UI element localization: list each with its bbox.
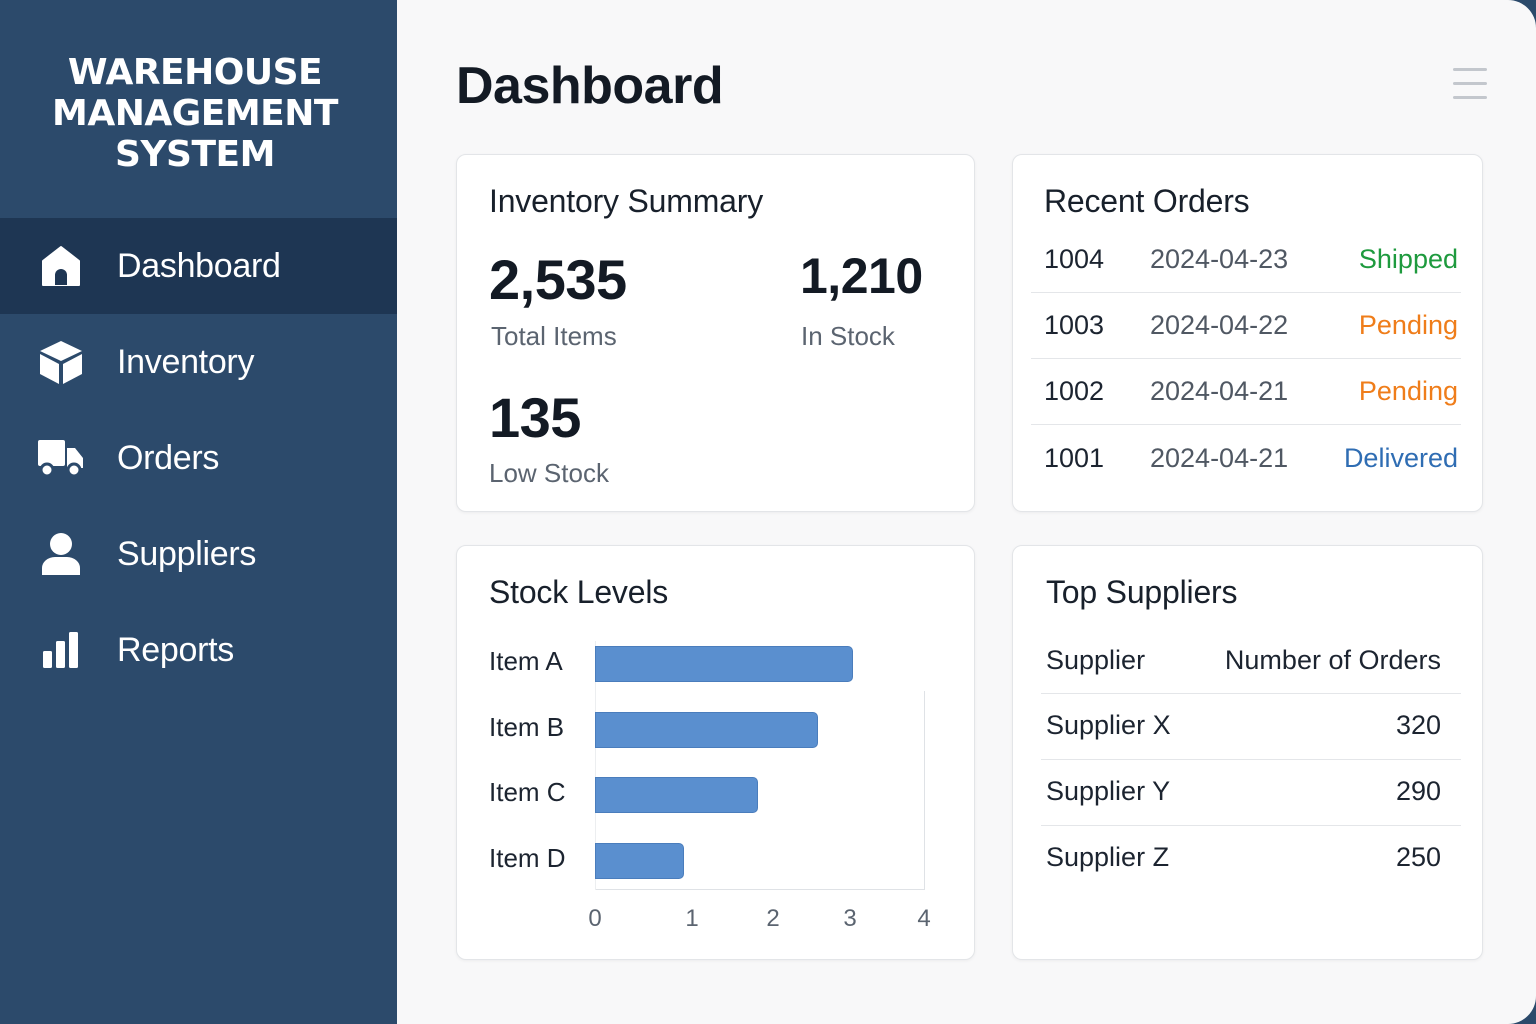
bar[interactable]: [595, 711, 818, 748]
hamburger-menu-icon[interactable]: [1453, 68, 1487, 102]
total-items-value: 2,535: [489, 248, 627, 311]
truck-icon: [38, 435, 84, 481]
order-date: 2024-04-21: [1150, 376, 1289, 406]
supplier-orders: 250: [1395, 842, 1441, 872]
main-content: Dashboard Inventory Summary 2,535 Total …: [397, 0, 1536, 1024]
home-icon: [38, 243, 84, 289]
order-date: 2024-04-21: [1150, 442, 1289, 473]
order-status: Pending: [1358, 376, 1458, 406]
table-row[interactable]: Supplier Z 250: [1041, 826, 1461, 892]
brand-line: MANAGEMENT: [52, 93, 338, 134]
sidebar: WAREHOUSE MANAGEMENT SYSTEM Dashboard In…: [0, 0, 397, 1024]
sidebar-item-label: Orders: [117, 438, 220, 477]
order-id: 1004: [1044, 244, 1105, 274]
sidebar-item-label: Suppliers: [117, 534, 257, 573]
card-title: Stock Levels: [489, 574, 669, 610]
sidebar-item-label: Dashboard: [117, 246, 281, 285]
chart-y-axis-line: [595, 641, 596, 890]
supplier-orders: 320: [1395, 710, 1441, 740]
bar[interactable]: [595, 777, 759, 813]
sidebar-item-reports[interactable]: Reports: [0, 602, 397, 698]
inventory-summary-card: Inventory Summary 2,535 Total Items 1,21…: [456, 154, 975, 512]
order-status: Pending: [1358, 310, 1458, 340]
brand-line: SYSTEM: [115, 134, 275, 175]
x-tick-label: 3: [843, 905, 857, 932]
bar-label: Item C: [489, 777, 566, 807]
brand-line: WAREHOUSE: [67, 52, 323, 93]
x-tick-label: 1: [685, 905, 699, 932]
chart-right-border: [924, 691, 925, 890]
column-header-supplier: Supplier: [1046, 645, 1146, 675]
bar-label: Item B: [489, 711, 565, 742]
order-status: Shipped: [1358, 244, 1458, 274]
in-stock-value: 1,210: [800, 248, 923, 304]
supplier-name: Supplier X: [1046, 710, 1171, 740]
order-date: 2024-04-22: [1150, 310, 1289, 340]
order-status: Delivered: [1343, 442, 1458, 473]
page-title: Dashboard: [456, 57, 724, 115]
bar[interactable]: [595, 842, 685, 879]
box-icon: [38, 339, 84, 385]
order-row[interactable]: 1004 2024-04-23 Shipped: [1031, 227, 1461, 293]
order-date: 2024-04-23: [1150, 244, 1289, 274]
card-title: Recent Orders: [1044, 183, 1250, 219]
stock-levels-card: Stock Levels Item A Item B Item C Item D 0 1 2…: [456, 545, 975, 960]
bar[interactable]: [595, 646, 853, 682]
sidebar-nav: Dashboard Inventory Orders Suppliers: [0, 218, 397, 698]
table-row[interactable]: Supplier Y 290: [1041, 760, 1461, 826]
bar-chart-icon: [38, 627, 84, 673]
sidebar-item-dashboard[interactable]: Dashboard: [0, 218, 397, 314]
order-row[interactable]: 1003 2024-04-22 Pending: [1031, 293, 1461, 359]
bar-label: Item A: [489, 646, 563, 676]
sidebar-item-label: Reports: [117, 630, 234, 669]
order-row[interactable]: 1001 2024-04-21 Delivered: [1031, 425, 1461, 491]
supplier-orders: 290: [1395, 776, 1441, 806]
sidebar-item-orders[interactable]: Orders: [0, 410, 397, 506]
chart-x-axis-line: [595, 889, 924, 890]
bar-label: Item D: [489, 842, 566, 873]
x-tick-label: 0: [588, 905, 602, 932]
top-suppliers-card: Top Suppliers Supplier Number of Orders …: [1012, 545, 1483, 960]
suppliers-table-header: Supplier Number of Orders: [1041, 638, 1461, 694]
in-stock-label: In Stock: [801, 321, 895, 351]
recent-orders-card: Recent Orders 1004 2024-04-23 Shipped 10…: [1012, 154, 1483, 512]
column-header-orders: Number of Orders: [1224, 645, 1441, 675]
card-title: Inventory Summary: [489, 183, 764, 219]
order-id: 1002: [1044, 376, 1105, 406]
x-tick-label: 2: [766, 905, 780, 932]
card-title: Top Suppliers: [1046, 574, 1238, 610]
total-items-label: Total Items: [491, 321, 617, 351]
low-stock-value: 135: [489, 386, 581, 449]
sidebar-item-inventory[interactable]: Inventory: [0, 314, 397, 410]
order-row[interactable]: 1002 2024-04-21 Pending: [1031, 359, 1461, 425]
x-tick-label: 4: [917, 905, 931, 932]
user-icon: [38, 531, 84, 577]
sidebar-item-label: Inventory: [117, 342, 255, 381]
order-id: 1001: [1044, 442, 1105, 473]
low-stock-label: Low Stock: [489, 458, 609, 488]
table-row[interactable]: Supplier X 320: [1041, 694, 1461, 760]
supplier-name: Supplier Y: [1046, 776, 1171, 806]
sidebar-item-suppliers[interactable]: Suppliers: [0, 506, 397, 602]
app-brand: WAREHOUSE MANAGEMENT SYSTEM: [0, 52, 390, 175]
supplier-name: Supplier Z: [1046, 842, 1170, 872]
order-id: 1003: [1044, 310, 1105, 340]
